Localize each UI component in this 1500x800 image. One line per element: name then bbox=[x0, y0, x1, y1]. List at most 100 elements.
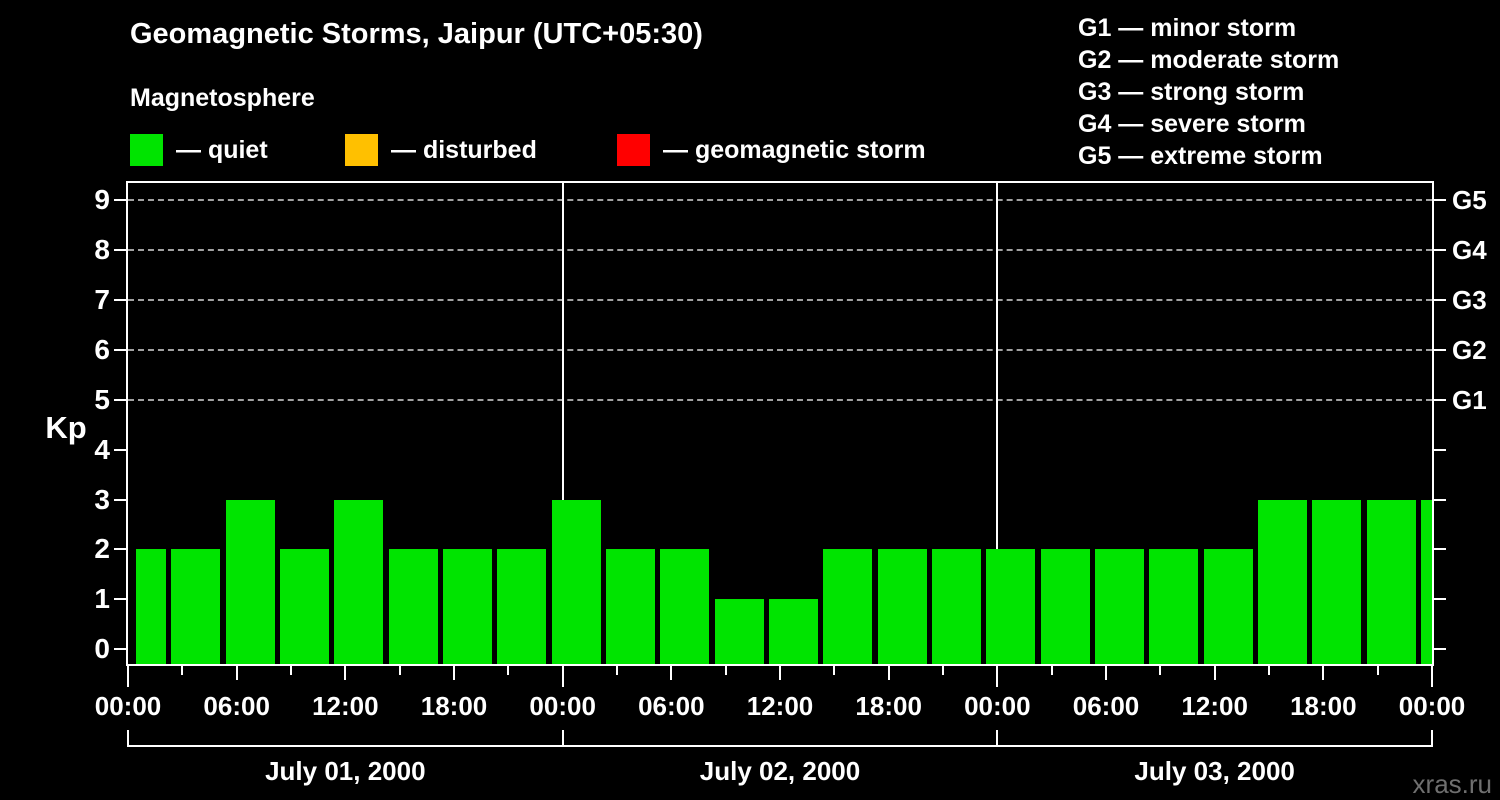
x-axis-tick bbox=[833, 666, 836, 675]
x-axis-tick bbox=[1376, 666, 1379, 675]
kp-bar bbox=[714, 599, 764, 664]
y-axis-tick-label: 3 bbox=[94, 483, 110, 515]
x-axis-tick bbox=[1105, 666, 1107, 680]
kp-bar bbox=[823, 549, 873, 664]
kp-bar bbox=[136, 549, 167, 664]
x-axis-tick-label: 18:00 bbox=[1290, 691, 1357, 721]
g-level-label: G4 bbox=[1452, 235, 1487, 266]
x-axis-tick bbox=[942, 666, 944, 675]
legend-item-disturbed: — disturbed bbox=[345, 133, 537, 167]
x-axis-tick-label: 00:00 bbox=[964, 691, 1031, 721]
kp-bar bbox=[171, 549, 221, 664]
quiet-color-swatch bbox=[130, 134, 163, 166]
kp-bar bbox=[225, 499, 275, 664]
x-axis-tick bbox=[181, 666, 184, 675]
x-axis-tick bbox=[1213, 666, 1216, 680]
y-axis-tick bbox=[114, 299, 126, 302]
date-label: July 01, 2000 bbox=[265, 756, 426, 786]
kp-bar bbox=[1312, 499, 1362, 664]
x-axis-tick-label: 12:00 bbox=[746, 691, 814, 721]
legend-item-geomagnetic-storm: — geomagnetic storm bbox=[617, 133, 926, 167]
g-level-label: G3 bbox=[1452, 285, 1487, 316]
right-axis-tick bbox=[1434, 398, 1446, 401]
storm-scale-line-g5: G5 — extreme storm bbox=[1078, 142, 1323, 170]
kp-bar bbox=[769, 599, 819, 664]
day-separator-line bbox=[996, 183, 999, 664]
storm-scale-line-g4: G4 — severe storm bbox=[1078, 110, 1306, 138]
watermark: xras.ru bbox=[1412, 769, 1492, 799]
kp-bar bbox=[334, 499, 384, 664]
activity-legend: — quiet — disturbed — geomagnetic storm bbox=[0, 133, 1500, 167]
x-axis-tick-label: 18:00 bbox=[420, 691, 488, 721]
x-axis-tick bbox=[724, 666, 727, 675]
x-axis-tick bbox=[235, 666, 238, 680]
x-axis-tick bbox=[507, 666, 510, 675]
gridline-kp6 bbox=[128, 348, 1432, 351]
x-axis-tick-label: 00:00 bbox=[529, 691, 596, 721]
x-axis-tick-label: 06:00 bbox=[638, 691, 705, 721]
x-axis-tick bbox=[670, 666, 673, 680]
y-axis-tick-label: 8 bbox=[94, 234, 110, 266]
gridline-kp7 bbox=[128, 299, 1432, 302]
date-bracket bbox=[127, 745, 1433, 747]
plot-area bbox=[128, 183, 1432, 664]
y-axis-tick bbox=[114, 249, 126, 252]
right-axis-tick bbox=[1434, 648, 1446, 651]
right-axis-tick bbox=[1434, 498, 1446, 501]
y-axis-tick bbox=[114, 398, 126, 401]
date-label: July 02, 2000 bbox=[699, 756, 861, 786]
kp-bar bbox=[986, 549, 1036, 664]
y-axis-tick-label: 0 bbox=[94, 633, 110, 665]
x-axis-tick bbox=[996, 666, 999, 687]
y-axis-tick-label: 7 bbox=[94, 284, 110, 316]
chart-subtitle: Magnetosphere bbox=[130, 84, 315, 112]
y-axis-tick bbox=[114, 348, 126, 351]
y-axis-tick bbox=[114, 648, 126, 651]
kp-bar bbox=[1366, 499, 1416, 664]
right-axis-tick bbox=[1434, 598, 1446, 601]
y-axis-tick bbox=[114, 199, 126, 202]
right-axis-tick bbox=[1434, 299, 1446, 302]
x-axis-tick bbox=[398, 666, 401, 675]
x-axis-tick-label: 12:00 bbox=[312, 691, 379, 721]
x-axis-tick bbox=[1050, 666, 1053, 675]
kp-bar bbox=[932, 549, 982, 664]
right-axis-tick bbox=[1434, 448, 1446, 451]
gridline-kp9 bbox=[128, 199, 1432, 202]
right-axis-tick bbox=[1434, 348, 1446, 351]
g-level-label: G2 bbox=[1452, 334, 1487, 365]
kp-bar bbox=[606, 549, 656, 664]
kp-bar bbox=[1203, 549, 1253, 664]
y-axis-tick-label: 2 bbox=[94, 533, 110, 565]
x-axis-tick-label: 12:00 bbox=[1181, 691, 1248, 721]
y-axis-tick bbox=[114, 598, 126, 601]
y-axis-tick-label: 1 bbox=[94, 583, 110, 615]
kp-bar bbox=[497, 549, 547, 664]
storm-scale-legend: G1 — minor storm G2 — moderate storm G3 … bbox=[1078, 12, 1339, 172]
x-axis-tick bbox=[779, 666, 781, 680]
kp-bar bbox=[1149, 549, 1199, 664]
page-title: Geomagnetic Storms, Jaipur (UTC+05:30) bbox=[130, 18, 703, 50]
gridline-kp8 bbox=[128, 249, 1432, 252]
right-axis-tick bbox=[1434, 249, 1446, 252]
x-axis-tick-label: 18:00 bbox=[855, 691, 922, 721]
y-axis-tick bbox=[114, 448, 126, 451]
right-axis-tick bbox=[1434, 548, 1446, 551]
x-axis-tick-label: 00:00 bbox=[94, 691, 162, 721]
kp-bar bbox=[388, 549, 438, 664]
disturbed-color-swatch bbox=[345, 134, 378, 166]
g-level-label: G1 bbox=[1452, 384, 1487, 415]
storm-scale-line-g2: G2 — moderate storm bbox=[1078, 46, 1340, 74]
x-axis-tick bbox=[561, 666, 564, 687]
plot-frame bbox=[126, 181, 1434, 666]
kp-bar bbox=[1258, 499, 1308, 664]
y-axis-title: Kp bbox=[45, 410, 87, 445]
x-axis-tick-label: 06:00 bbox=[203, 691, 270, 721]
right-axis-tick bbox=[1434, 199, 1446, 202]
x-axis-tick bbox=[887, 666, 890, 680]
y-axis-tick bbox=[114, 498, 126, 501]
x-axis-tick bbox=[453, 666, 455, 680]
x-axis-tick-label: 06:00 bbox=[1072, 691, 1140, 721]
kp-bar bbox=[877, 549, 927, 664]
